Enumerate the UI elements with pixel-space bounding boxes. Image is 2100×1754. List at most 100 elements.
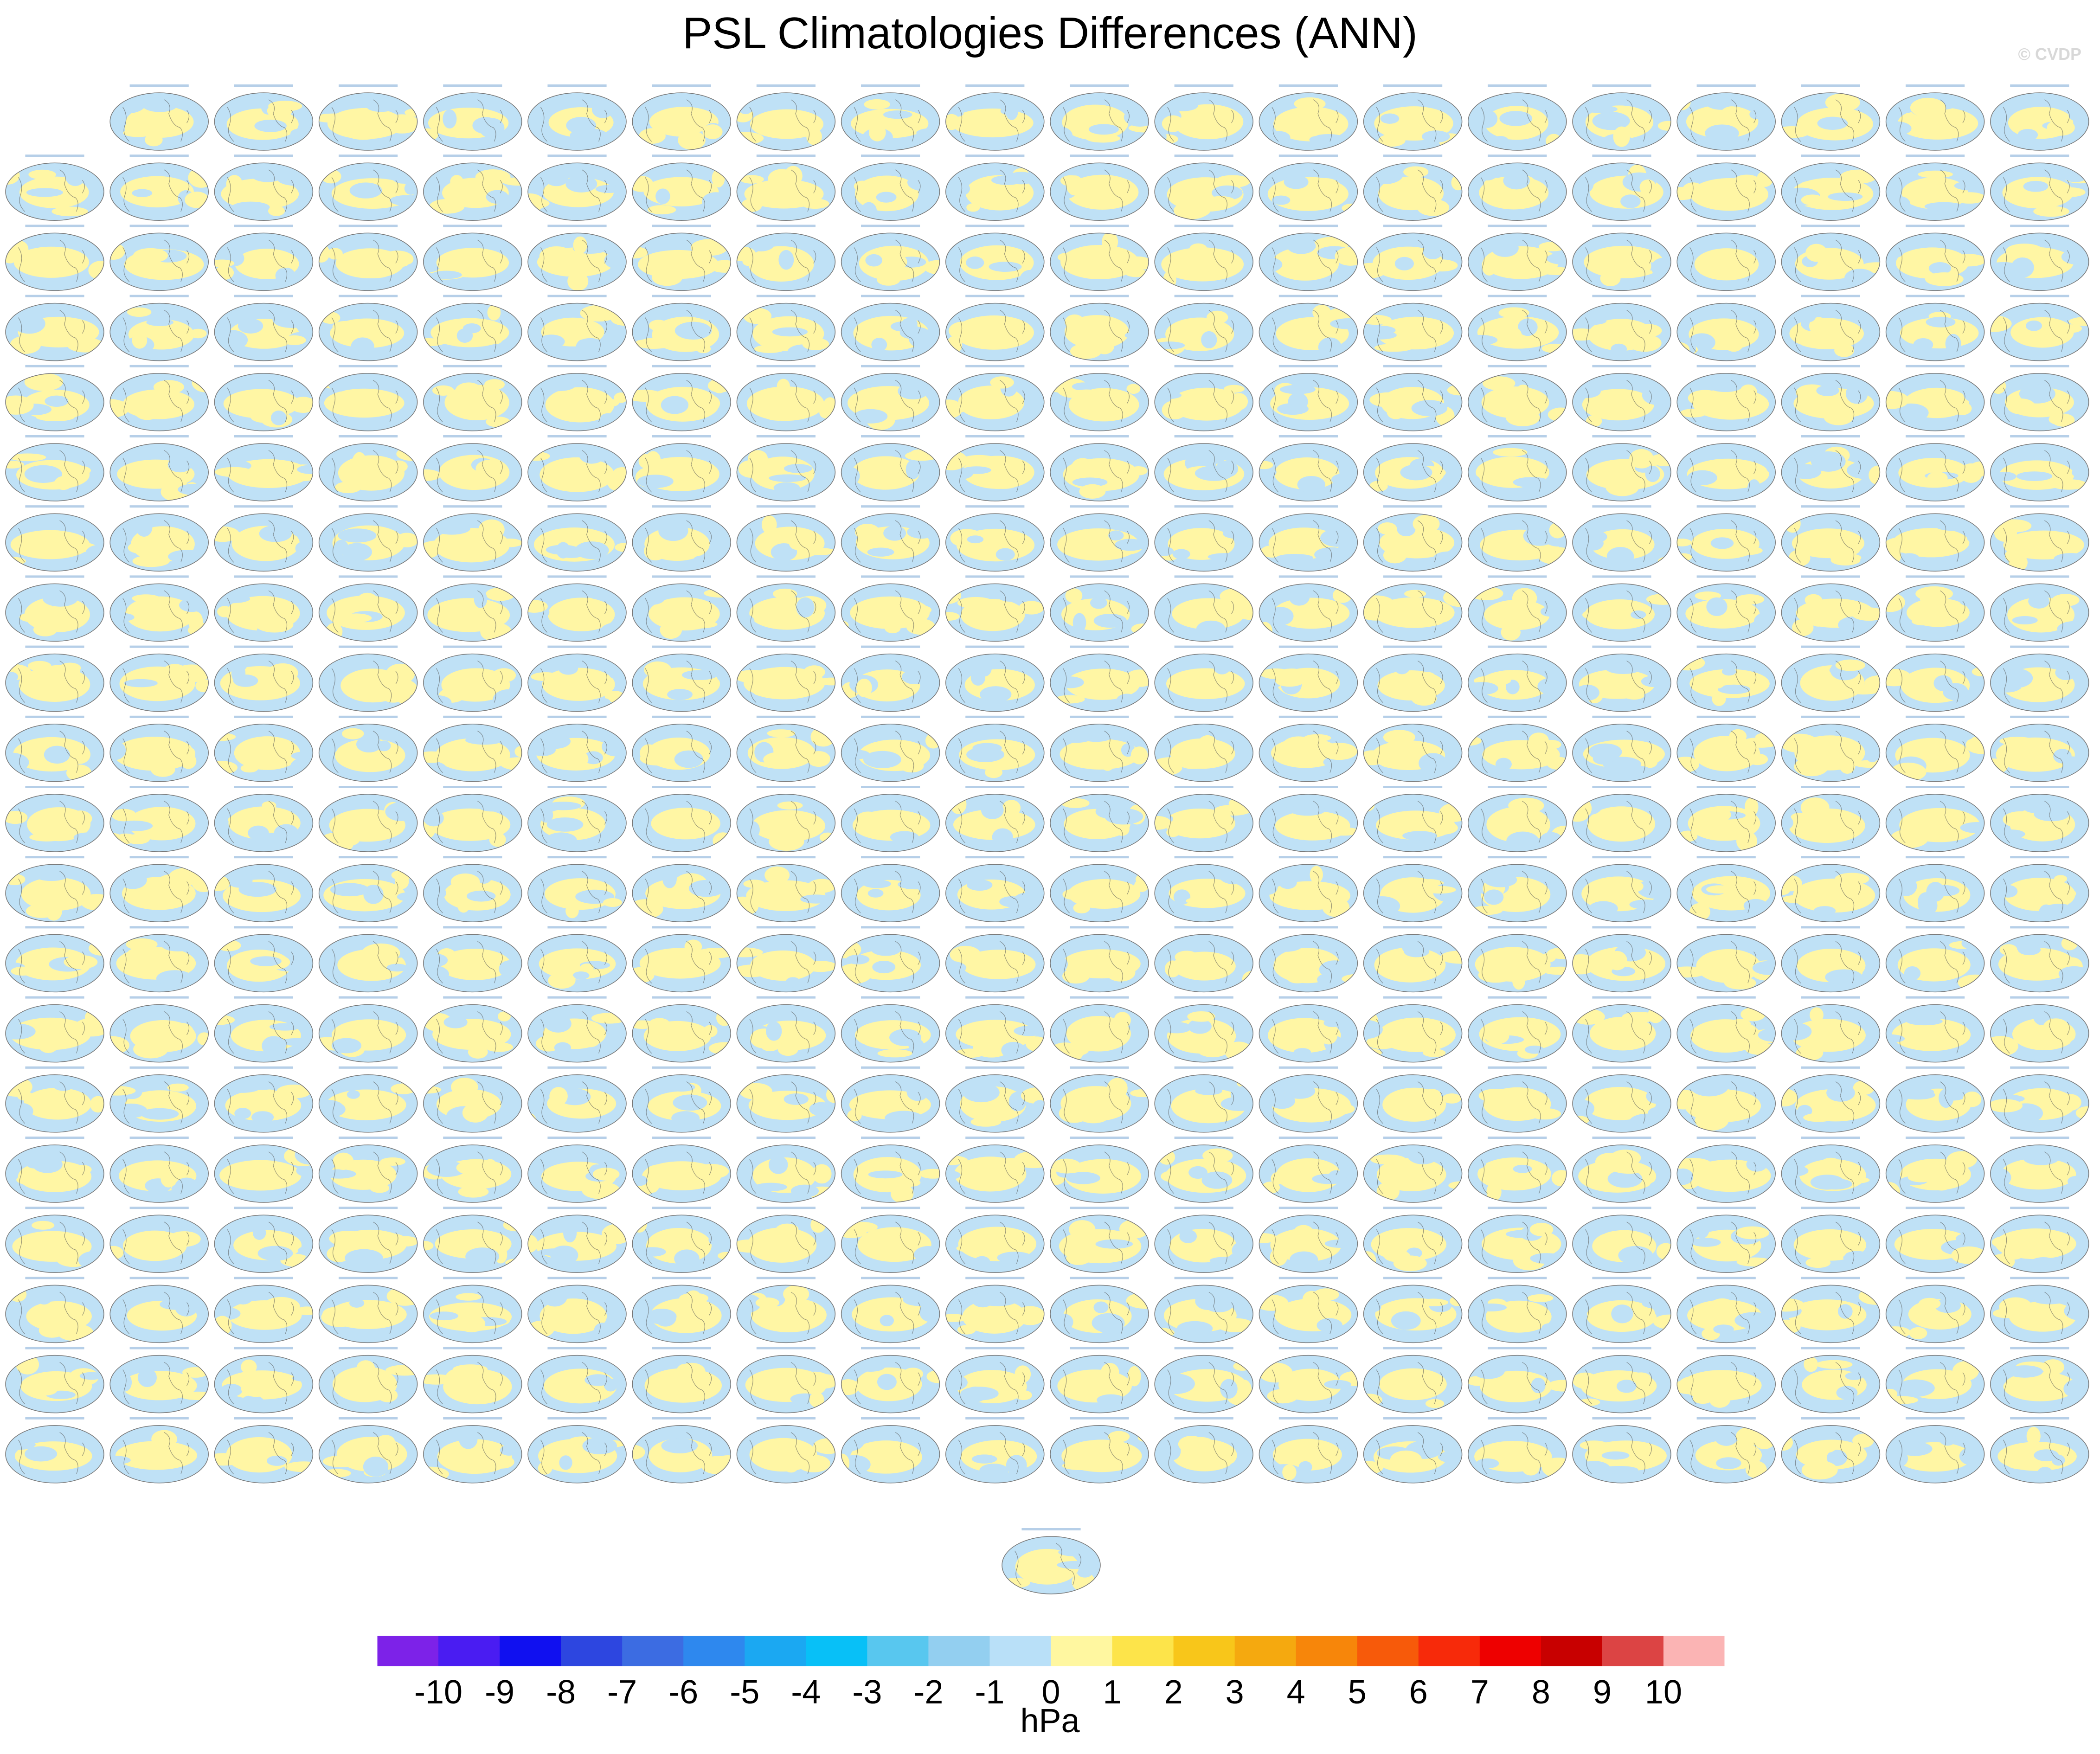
- panel-label: [1174, 295, 1233, 297]
- map-panel: [736, 225, 836, 291]
- panel-label: [652, 996, 711, 999]
- panel-label: [2010, 996, 2069, 999]
- panel-label: [1696, 1066, 1756, 1069]
- map-panel: [1259, 505, 1358, 572]
- map-panel: [214, 645, 314, 712]
- map-panel: [841, 505, 940, 572]
- map-panel: [527, 575, 627, 642]
- panel-label: [547, 645, 607, 648]
- panel-label: [234, 1277, 293, 1279]
- panel-label: [861, 365, 920, 367]
- panel-label: [965, 154, 1025, 157]
- panel-label: [965, 786, 1025, 788]
- colorbar-box: [438, 1636, 500, 1666]
- panel-label: [1801, 645, 1860, 648]
- panel-label: [339, 154, 398, 157]
- panel-label: [234, 856, 293, 859]
- panel-label: [339, 1066, 398, 1069]
- panel-label: [756, 435, 816, 437]
- panel-label: [1488, 996, 1547, 999]
- panel-label: [25, 1417, 84, 1420]
- map-panel: [1468, 996, 1567, 1063]
- map-panel: [318, 926, 418, 993]
- panel-label: [1488, 1066, 1547, 1069]
- panel-label: [25, 645, 84, 648]
- panel-label: [1278, 996, 1338, 999]
- map-panel: [527, 715, 627, 782]
- panel-label: [2010, 926, 2069, 929]
- map-panel: [1363, 1347, 1463, 1413]
- panel-label: [25, 856, 84, 859]
- panel-label: [1906, 575, 1965, 578]
- map-panel: [1363, 435, 1463, 501]
- map-panel: [1885, 926, 1985, 993]
- map-panel: [214, 1137, 314, 1203]
- colorbar-box: [745, 1636, 806, 1666]
- panel-label: [25, 996, 84, 999]
- map-panel: [318, 856, 418, 922]
- panel-label: [1278, 1207, 1338, 1209]
- panel-label: [965, 365, 1025, 367]
- map-panel: [1468, 715, 1567, 782]
- panel-label: [1906, 1417, 1965, 1420]
- panel-label: [1696, 435, 1756, 437]
- panel-label: [2010, 575, 2069, 578]
- map-panel: [527, 1347, 627, 1413]
- panel-label: [1906, 1207, 1965, 1209]
- map-panel: [1468, 1207, 1567, 1273]
- map-panel: [1572, 1137, 1671, 1203]
- panel-label: [339, 786, 398, 788]
- panel-label: [1174, 715, 1233, 718]
- panel-label: [2010, 154, 2069, 157]
- map-panel: [1363, 84, 1463, 151]
- map-panel: [841, 575, 940, 642]
- panel-label: [756, 715, 816, 718]
- map-panel: [632, 856, 731, 922]
- panel-label: [965, 1207, 1025, 1209]
- map-panel: [1259, 715, 1358, 782]
- map-panel: [736, 1066, 836, 1133]
- map-panel: [1885, 154, 1985, 221]
- panel-label: [1174, 575, 1233, 578]
- map-panel: [1363, 1277, 1463, 1343]
- panel-label: [25, 1277, 84, 1279]
- panel-label: [234, 84, 293, 87]
- map-panel: [841, 996, 940, 1063]
- panel-label: [2010, 1277, 2069, 1279]
- panel-label: [652, 645, 711, 648]
- panel-label: [25, 154, 84, 157]
- map-panel: [527, 154, 627, 221]
- panel-label: [25, 1137, 84, 1139]
- map-panel: [423, 996, 522, 1063]
- map-panel: [1050, 1207, 1149, 1273]
- map-panel: [1050, 84, 1149, 151]
- map-panel: [1781, 926, 1881, 993]
- map-panel: [1154, 505, 1253, 572]
- map-panel: [423, 575, 522, 642]
- map-panel: [318, 575, 418, 642]
- map-panel: [1363, 575, 1463, 642]
- panel-label: [1383, 1066, 1443, 1069]
- map-panel: [318, 295, 418, 361]
- map-panel: [841, 84, 940, 151]
- panel-label: [1070, 1347, 1129, 1349]
- panel-label: [443, 505, 502, 508]
- panel-label: [234, 365, 293, 367]
- map-panel: [1050, 786, 1149, 852]
- map-panel: [1050, 505, 1149, 572]
- panel-label: [2010, 1137, 2069, 1139]
- map-panel: [109, 1066, 209, 1133]
- panel-label: [1488, 435, 1547, 437]
- colorbar-units: hPa: [1020, 1703, 1080, 1740]
- map-panel: [632, 1207, 731, 1273]
- map-panel: [1572, 365, 1671, 431]
- panel-label: [443, 154, 502, 157]
- map-panel: [1676, 1066, 1776, 1133]
- map-panel: [1676, 715, 1776, 782]
- colorbar-box: [1051, 1636, 1113, 1666]
- panel-label: [1696, 1417, 1756, 1420]
- map-panel: [736, 1207, 836, 1273]
- map-panel: [214, 1277, 314, 1343]
- panel-label: [339, 505, 398, 508]
